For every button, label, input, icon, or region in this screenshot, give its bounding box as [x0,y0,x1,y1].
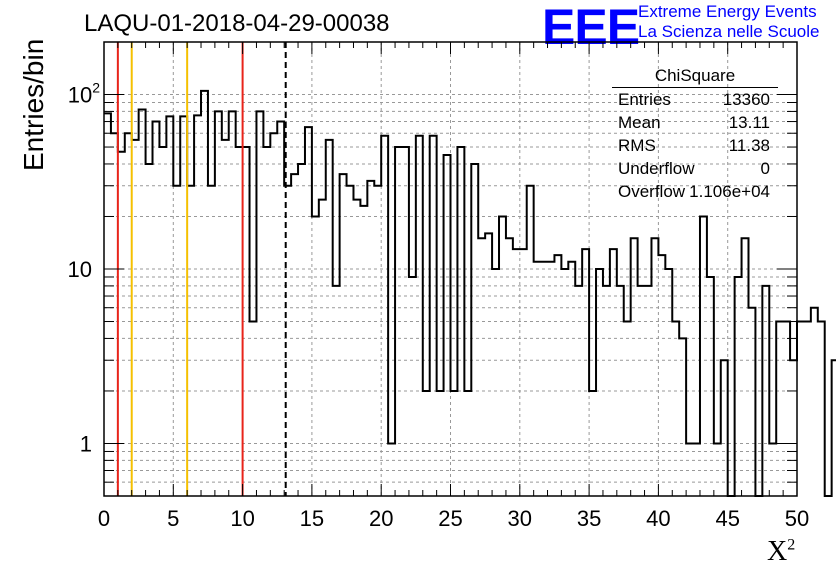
eee-logo-mark: EEE [542,0,640,55]
x-axis-label-base: X [767,536,788,567]
x-tick-label: 15 [300,506,324,531]
stats-value: 0 [760,159,770,178]
eee-logo-line2: La Scienza nelle Scuole [638,22,820,41]
x-tick-label: 20 [369,506,393,531]
x-tick-label: 0 [98,506,110,531]
y-tick-label: 102 [68,80,100,108]
stats-row-underflow: Underflow 0 [612,159,778,182]
y-tick-label: 1 [80,431,92,456]
stats-key: Overflow [618,182,686,201]
x-tick-label: 30 [508,506,532,531]
x-tick-label: 35 [577,506,601,531]
eee-logo-line1: Extreme Energy Events [638,2,817,21]
x-tick-label: 50 [785,506,809,531]
x-tick-label: 25 [438,506,462,531]
stats-key: Mean [618,113,661,132]
stats-row-overflow: Overflow 1.106e+04 [612,182,778,205]
stats-title: ChiSquare [612,66,778,88]
stats-box: ChiSquare Entries 13360 Mean 13.11 RMS 11.3… [612,66,778,205]
x-tick-label: 40 [646,506,670,531]
chart-title: LAQU-01-2018-04-29-00038 [84,10,390,37]
stats-key: Entries [618,90,671,109]
stats-value: 13.11 [728,113,770,132]
y-tick-label: 10 [68,257,92,282]
stats-row-mean: Mean 13.11 [612,113,778,136]
stats-value: 13360 [722,90,770,109]
stats-row-rms: RMS 11.38 [612,136,778,159]
x-axis-label-sup: 2 [787,536,796,554]
stats-row-entries: Entries 13360 [612,90,778,113]
x-tick-label: 10 [230,506,254,531]
x-axis-label: X2 [767,536,795,568]
y-tick-label-sup: 2 [92,80,100,96]
stats-key: Underflow [618,159,695,178]
stats-value: 1.106e+04 [689,182,770,201]
stats-value: 11.38 [728,136,770,155]
histogram-steps [104,89,836,497]
x-tick-label: 5 [167,506,179,531]
x-tick-label: 45 [715,506,739,531]
stats-key: RMS [618,136,656,155]
